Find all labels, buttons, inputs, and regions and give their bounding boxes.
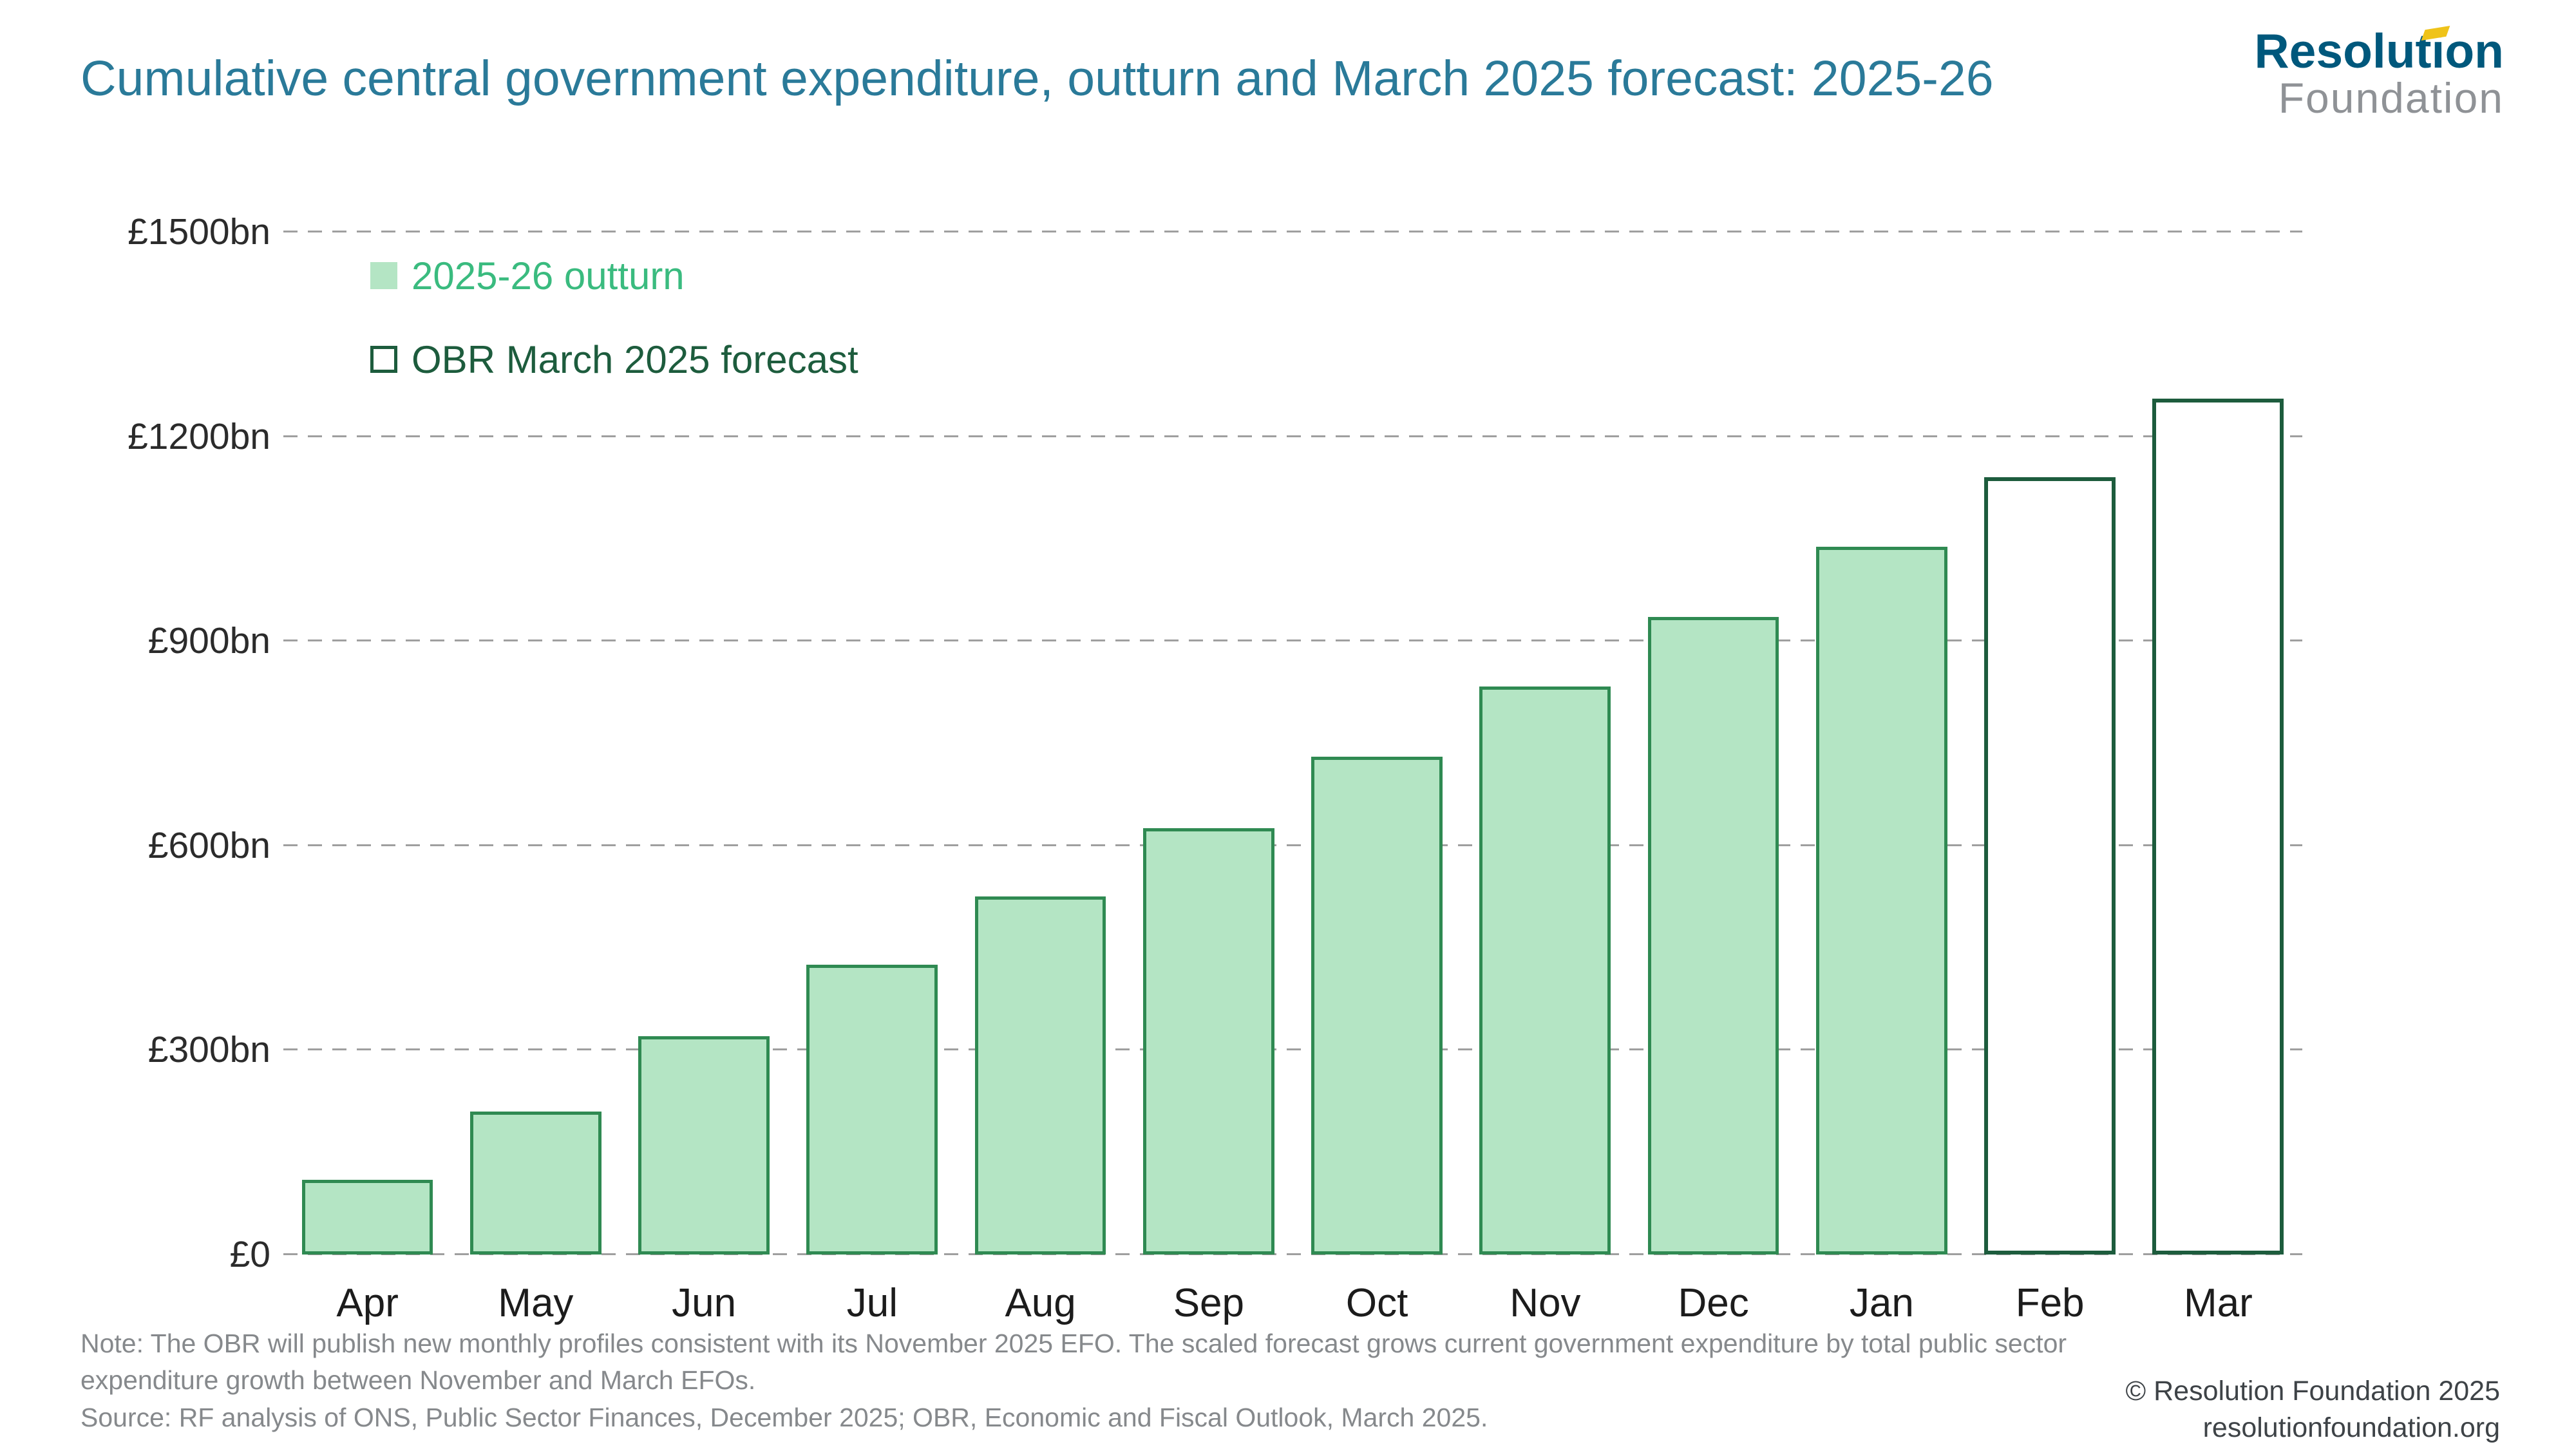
bar-slot [283,232,451,1255]
x-axis-label-jan: Jan [1849,1281,1914,1325]
gridline-1200 [283,435,2302,437]
bar-sep-outturn [1142,828,1274,1255]
bar-slot [2134,232,2302,1255]
gridline-600 [283,844,2302,846]
bar-slot [1966,232,2134,1255]
x-axis-label-jul: Jul [846,1281,898,1325]
source-text: Source: RF analysis of ONS, Public Secto… [80,1402,1488,1432]
x-axis-label-dec: Dec [1678,1281,1749,1325]
legend-swatch-forecast-icon [370,346,397,373]
bar-may-outturn [469,1111,601,1255]
website-text: resolutionfoundation.org [2202,1412,2500,1443]
plot-area [283,231,2302,1255]
chart-legend: 2025-26 outturn OBR March 2025 forecast [370,252,858,420]
x-axis-label-nov: Nov [1510,1281,1581,1325]
logo-resolution-label: Resolution [2254,24,2505,78]
x-axis-label-apr: Apr [336,1281,399,1325]
gridline-1500 [283,231,2302,232]
legend-label-outturn: 2025-26 outturn [412,254,685,298]
x-axis-label-oct: Oct [1345,1281,1408,1325]
copyright-text: © Resolution Foundation 2025 [2125,1376,2500,1406]
bar-slot [451,232,620,1255]
y-axis-tick-label: £0 [229,1234,270,1275]
bar-jul-outturn [806,965,938,1255]
legend-item-forecast: OBR March 2025 forecast [370,336,858,383]
bar-apr-outturn [301,1179,433,1255]
resolution-foundation-logo: Resolution Foundation [2255,26,2505,120]
bar-dec-outturn [1647,617,1779,1255]
bar-slot [1124,232,1293,1255]
footnotes: Note: The OBR will publish new monthly p… [80,1325,2167,1436]
y-axis-tick-label: £900bn [147,620,270,662]
logo-resolution-text: Resolution [2255,26,2505,76]
x-axis-label-may: May [498,1281,574,1325]
bar-jun-outturn [638,1036,770,1255]
gridline-900 [283,639,2302,642]
legend-swatch-outturn-icon [370,262,397,289]
x-axis-label-jun: Jun [672,1281,737,1325]
bar-slot [620,232,788,1255]
x-axis-label-aug: Aug [1005,1281,1076,1325]
note-text: Note: The OBR will publish new monthly p… [80,1329,2067,1396]
bar-mar-forecast [2152,399,2284,1255]
x-axis-label-sep: Sep [1173,1281,1245,1325]
bar-aug-outturn [974,896,1106,1255]
bar-oct-outturn [1311,757,1443,1255]
bar-slot [788,232,956,1255]
footer: © Resolution Foundation 2025 resolutionf… [2125,1373,2500,1446]
y-axis-tick-label: £1200bn [128,415,270,457]
page-title: Cumulative central government expenditur… [80,51,1994,106]
y-axis-tick-label: £1500bn [128,211,270,252]
y-axis: £0 £300bn £600bn £900bn £1200bn £1500bn [52,211,270,1275]
bar-jan-outturn [1815,547,1947,1255]
bar-feb-forecast [1984,477,2116,1255]
legend-item-outturn: 2025-26 outturn [370,252,858,299]
y-axis-tick-label: £300bn [147,1029,270,1071]
legend-label-forecast: OBR March 2025 forecast [412,337,858,381]
bar-slot [1797,232,1965,1255]
logo-foundation-text: Foundation [2278,74,2504,122]
x-axis-label-feb: Feb [2015,1281,2085,1325]
bar-slot [956,232,1124,1255]
x-axis: Apr May Jun Jul Aug Sep Oct Nov Dec Jan Feb Mar [283,1280,2302,1326]
bar-slot [1629,232,1797,1255]
bar-nov-outturn [1479,687,1611,1255]
gridline-300 [283,1048,2302,1051]
y-axis-tick-label: £600bn [147,824,270,866]
bar-slot [1461,232,1629,1255]
x-axis-label-mar: Mar [2183,1281,2253,1325]
bar-slot [1293,232,1461,1255]
gridline-0 [283,1253,2302,1255]
